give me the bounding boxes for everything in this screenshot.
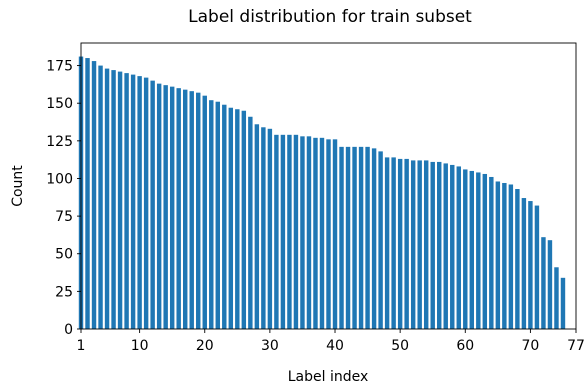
bars-group [78,56,566,330]
bar [176,88,181,329]
bar [248,116,253,329]
bar [489,176,494,329]
bar [417,160,422,329]
bar [528,201,533,329]
bar [215,101,220,330]
bar [104,68,110,329]
bar [169,86,175,330]
bar [267,128,273,329]
bar [502,182,507,329]
bar [443,163,448,329]
bar [130,74,136,329]
bar [358,146,364,329]
x-axis-ticks: 1 10 20 30 40 50 60 70 77 [77,329,585,354]
bar [554,267,559,329]
bar [469,170,474,329]
bar [254,124,260,329]
bar [352,146,357,329]
bar [326,139,331,329]
bar [515,189,520,329]
y-tick-label: 175 [46,59,73,75]
x-tick-label: 20 [196,338,214,354]
y-tick-label: 25 [55,284,73,300]
bar [209,100,214,329]
bar [228,107,234,329]
y-tick-label: 75 [55,209,73,225]
bar [547,240,553,329]
bar [541,237,546,329]
bar [384,157,390,329]
x-tick-label: 60 [456,338,474,354]
bar [410,160,416,329]
plot-frame [80,42,577,330]
x-tick-label: 50 [391,338,409,354]
bar [430,161,435,329]
bar [397,158,403,329]
bar [463,169,468,329]
x-tick-label: 70 [521,338,539,354]
bar [222,104,227,329]
bar [91,61,97,330]
bar [521,198,527,329]
bar [261,127,266,329]
bar [437,161,442,329]
chart-title: Label distribution for train subset [188,7,472,27]
bar [183,89,188,329]
bar [404,158,409,329]
bar [117,71,123,329]
bar [319,137,325,329]
bar [280,134,286,329]
y-tick-label: 150 [46,96,73,112]
bar [143,77,149,330]
bar [300,136,305,329]
x-tick-label: 77 [567,338,585,354]
bar [456,166,461,329]
bar [196,92,201,329]
bar [293,134,299,329]
bar [391,157,396,329]
bar [339,146,344,329]
bar [111,70,116,329]
y-tick-label: 100 [46,171,73,187]
bar [156,83,162,329]
bar [137,76,142,330]
bar [371,148,377,329]
x-tick-label: 10 [131,338,149,354]
bar [306,136,312,329]
bar [287,134,292,329]
bar [163,85,168,330]
x-axis-label: Label index [288,369,369,385]
bar [332,139,338,329]
y-tick-label: 125 [46,134,73,150]
bar [313,137,318,329]
bar [345,146,351,329]
bar [495,181,501,329]
bar [274,134,279,329]
bar [423,160,429,329]
bar [189,91,194,329]
bar [202,95,207,330]
bar [241,110,247,330]
y-tick-label: 50 [55,247,73,263]
bar [378,151,383,329]
bar [124,73,129,329]
x-tick-label: 1 [77,338,86,354]
x-tick-label: 40 [326,338,344,354]
y-axis-ticks: 0 25 50 75 100 125 150 175 [46,59,81,338]
bar [365,146,370,329]
bar [508,184,514,329]
x-tick-label: 30 [261,338,279,354]
bar [534,205,540,329]
bar [482,173,488,329]
bar [560,277,566,329]
y-axis-label: Count [10,165,26,207]
bar [85,58,90,330]
bar [450,164,455,329]
bar [235,109,240,329]
bar [476,172,481,329]
y-tick-label: 0 [64,322,73,338]
bar [150,80,155,329]
bar [98,65,103,329]
